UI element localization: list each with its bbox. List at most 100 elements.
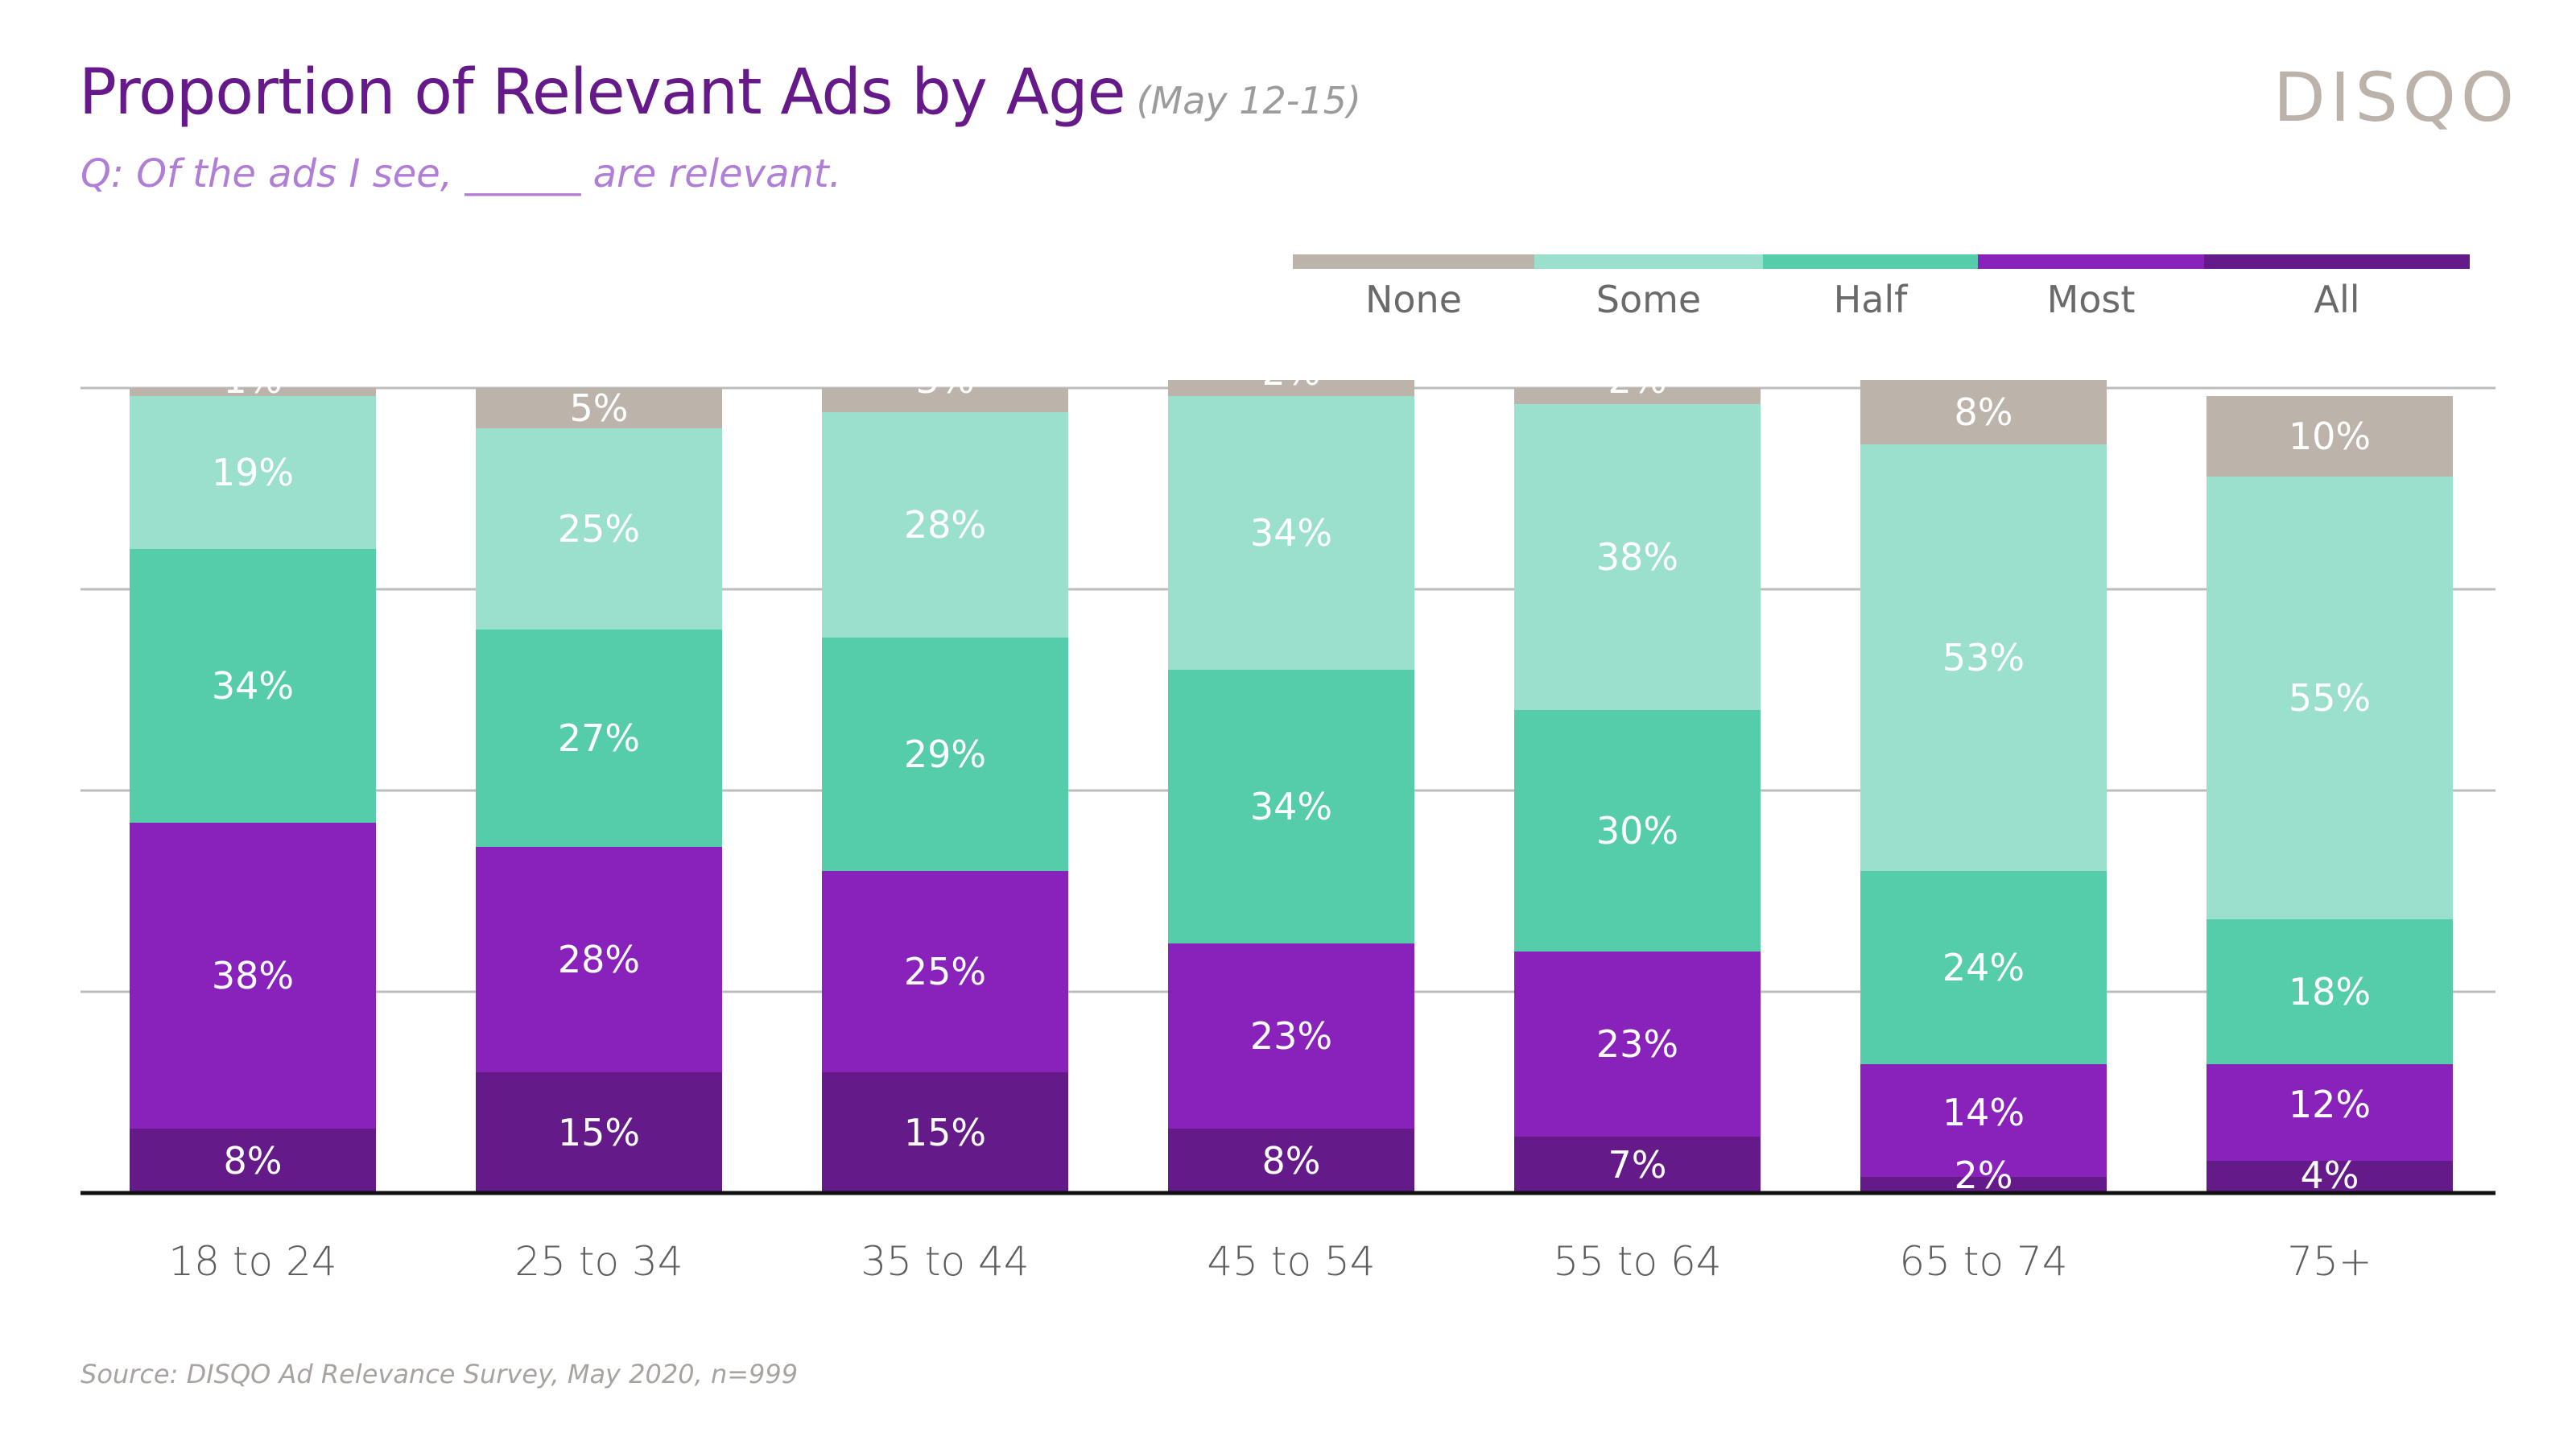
data-label-none: 2%: [1608, 358, 1667, 402]
bar-segment-none: [1514, 388, 1761, 404]
legend-swatch: [1763, 254, 1978, 269]
legend: None Some Half Most All: [1293, 254, 2470, 321]
legend-label: Half: [1834, 278, 1909, 321]
legend-label: All: [2314, 278, 2359, 321]
data-label-most: 25%: [904, 950, 986, 993]
x-tick-label: 75+: [2287, 1238, 2372, 1285]
bar-segment-some: [1860, 444, 2107, 871]
data-label-half: 30%: [1596, 809, 1678, 852]
legend-item-half: Half: [1763, 254, 1978, 321]
bar-segment-some: [1168, 396, 1414, 670]
data-label-none: 1%: [224, 358, 283, 402]
legend-item-some: Some: [1534, 254, 1763, 321]
bar-segment-most: [476, 847, 722, 1072]
x-tick-label: 18 to 24: [168, 1238, 336, 1285]
data-label-all: 15%: [558, 1111, 640, 1154]
bar-segment-most: [1514, 952, 1761, 1137]
data-label-most: 12%: [2289, 1083, 2371, 1126]
bar-group-18-to-24: [130, 388, 376, 1193]
data-label-some: 34%: [1250, 511, 1332, 555]
x-tick-label: 35 to 44: [861, 1238, 1029, 1285]
data-label-none: 8%: [1955, 390, 2013, 434]
x-tick-label: 45 to 54: [1207, 1238, 1375, 1285]
bar-segment-all: [2207, 1161, 2453, 1193]
bar-segment-most: [1168, 943, 1414, 1129]
data-label-all: 4%: [2301, 1154, 2359, 1197]
data-label-some: 53%: [1942, 636, 2025, 679]
bar-segment-half: [1860, 871, 2107, 1064]
data-label-all: 2%: [1955, 1154, 2013, 1197]
data-label-none: 2%: [1262, 350, 1321, 394]
data-label-most: 28%: [558, 938, 640, 981]
data-labels: 8% 38% 34% 19% 1% 15% 28% 27% 25% 5% 15% 25% 29% 28% 3…: [212, 350, 2371, 1197]
bar-segment-some: [130, 396, 376, 549]
data-label-most: 23%: [1250, 1014, 1332, 1058]
legend-swatch: [2204, 254, 2470, 269]
legend-swatch: [1534, 254, 1763, 269]
x-axis: 18 to 24 25 to 34 35 to 44 45 to 54 55 to 64…: [80, 1191, 2496, 1285]
bar-segment-half: [1168, 670, 1414, 943]
bar-segment-all: [822, 1072, 1068, 1193]
bar-segment-half: [476, 630, 722, 847]
bar-segment-all: [130, 1129, 376, 1193]
bar-segment-none: [2207, 396, 2453, 477]
bar-segment-half: [1514, 710, 1761, 952]
data-label-some: 19%: [212, 451, 294, 494]
bar-segment-some: [822, 412, 1068, 638]
legend-swatch: [1978, 254, 2204, 269]
data-label-all: 15%: [904, 1111, 986, 1154]
bar-segment-half: [130, 549, 376, 823]
data-label-none: 3%: [916, 358, 975, 402]
data-label-half: 29%: [904, 733, 986, 776]
data-label-all: 8%: [1262, 1139, 1321, 1183]
data-label-half: 34%: [212, 664, 294, 708]
bar-segment-none: [476, 388, 722, 428]
bar-segment-some: [476, 428, 722, 630]
bar-segment-half: [822, 638, 1068, 871]
legend-swatch: [1293, 254, 1534, 269]
bar-group-25-to-34: [476, 388, 722, 1193]
x-tick-label: 25 to 34: [514, 1238, 683, 1285]
date-range: (May 12-15): [1136, 79, 1361, 122]
data-label-some: 28%: [904, 503, 986, 547]
legend-label: Most: [2047, 278, 2136, 321]
legend-label: Some: [1596, 278, 1701, 321]
data-label-half: 34%: [1250, 785, 1332, 828]
bar-group-35-to-44: [822, 388, 1068, 1193]
bar-segment-all: [1168, 1129, 1414, 1193]
legend-item-all: All: [2204, 254, 2470, 321]
bar-group-75: [2207, 396, 2453, 1193]
bar-segment-most: [1860, 1064, 2107, 1177]
data-label-half: 18%: [2289, 970, 2371, 1013]
bar-segment-all: [1860, 1177, 2107, 1193]
data-label-some: 55%: [2289, 676, 2371, 720]
data-label-half: 27%: [558, 716, 640, 760]
bar-segment-all: [476, 1072, 722, 1193]
disqo-logo: DISQO: [2273, 58, 2520, 137]
legend-item-none: None: [1293, 254, 1534, 321]
data-label-most: 14%: [1942, 1091, 2025, 1134]
bar-segment-none: [822, 388, 1068, 412]
chart-subtitle: Q: Of the ads I see, ______ are relevant…: [80, 151, 841, 196]
x-tick-label: 65 to 74: [1899, 1238, 2067, 1285]
bar-segment-none: [130, 388, 376, 396]
bar-segment-most: [822, 871, 1068, 1072]
bar-group-55-to-64: [1514, 388, 1761, 1193]
data-label-some: 38%: [1596, 535, 1678, 579]
source-note: Source: DISQO Ad Relevance Survey, May 2…: [80, 1359, 799, 1389]
data-label-all: 7%: [1608, 1143, 1667, 1187]
bar-group-45-to-54: [1168, 380, 1414, 1193]
data-label-half: 24%: [1942, 946, 2025, 989]
data-label-most: 23%: [1596, 1022, 1678, 1066]
data-label-none: 10%: [2289, 415, 2371, 458]
bar-segment-most: [2207, 1064, 2453, 1161]
x-tick-label: 55 to 64: [1553, 1238, 1721, 1285]
data-label-some: 25%: [558, 507, 640, 551]
chart-title: Proportion of Relevant Ads by Age (May 12…: [79, 56, 1361, 129]
bar-segment-some: [2207, 477, 2453, 919]
bar-group-65-to-74: [1860, 380, 2107, 1193]
bar-segment-none: [1860, 380, 2107, 444]
bars: [130, 380, 2453, 1193]
data-label-all: 8%: [224, 1139, 283, 1183]
